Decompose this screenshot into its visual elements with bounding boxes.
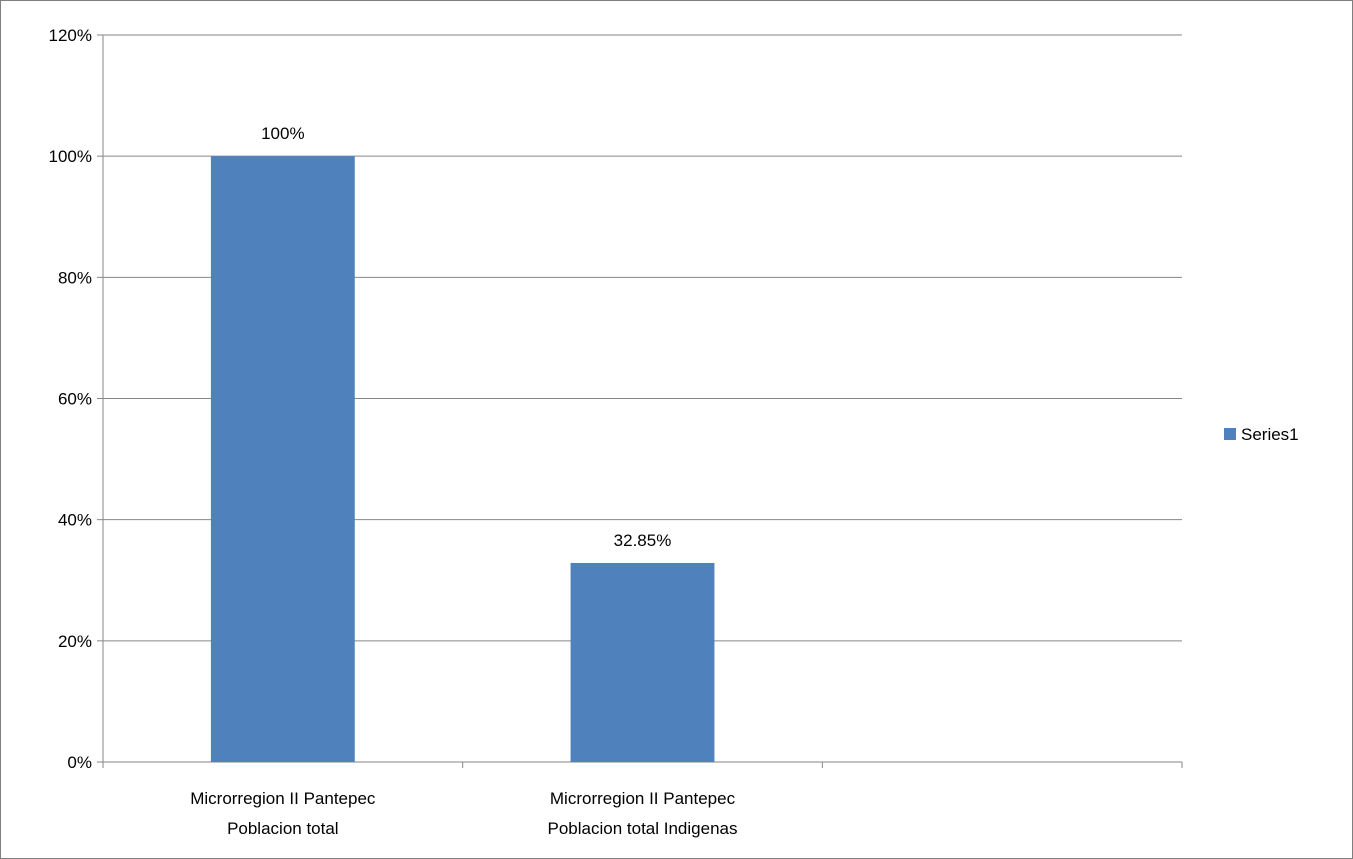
legend-label-series1: Series1 [1241, 425, 1299, 444]
legend: Series1 [1224, 425, 1299, 444]
y-tick-label: 20% [58, 632, 92, 651]
legend-swatch-series1 [1224, 428, 1236, 440]
y-tick-label: 80% [58, 268, 92, 287]
y-tick-label: 60% [58, 390, 92, 409]
y-tick-labels: 0% 20% 40% 60% 80% 100% 120% [49, 26, 92, 772]
x-tick-label: Microrregion II Pantepec [190, 789, 376, 808]
x-tick-label: Poblacion total Indigenas [548, 819, 738, 838]
x-tick-label: Poblacion total [227, 819, 339, 838]
bar [210, 156, 355, 762]
bar [570, 562, 715, 762]
y-tick-label: 0% [67, 753, 92, 772]
x-tick-labels: Microrregion II Pantepec Poblacion total M… [190, 789, 737, 838]
data-label: 100% [261, 124, 304, 143]
y-tick-label: 120% [49, 26, 92, 45]
data-labels: 100% 32.85% [261, 124, 671, 550]
x-tick-label: Microrregion II Pantepec [550, 789, 736, 808]
y-tick-label: 100% [49, 147, 92, 166]
data-label: 32.85% [614, 531, 672, 550]
bars [210, 156, 715, 762]
y-tick-label: 40% [58, 511, 92, 530]
